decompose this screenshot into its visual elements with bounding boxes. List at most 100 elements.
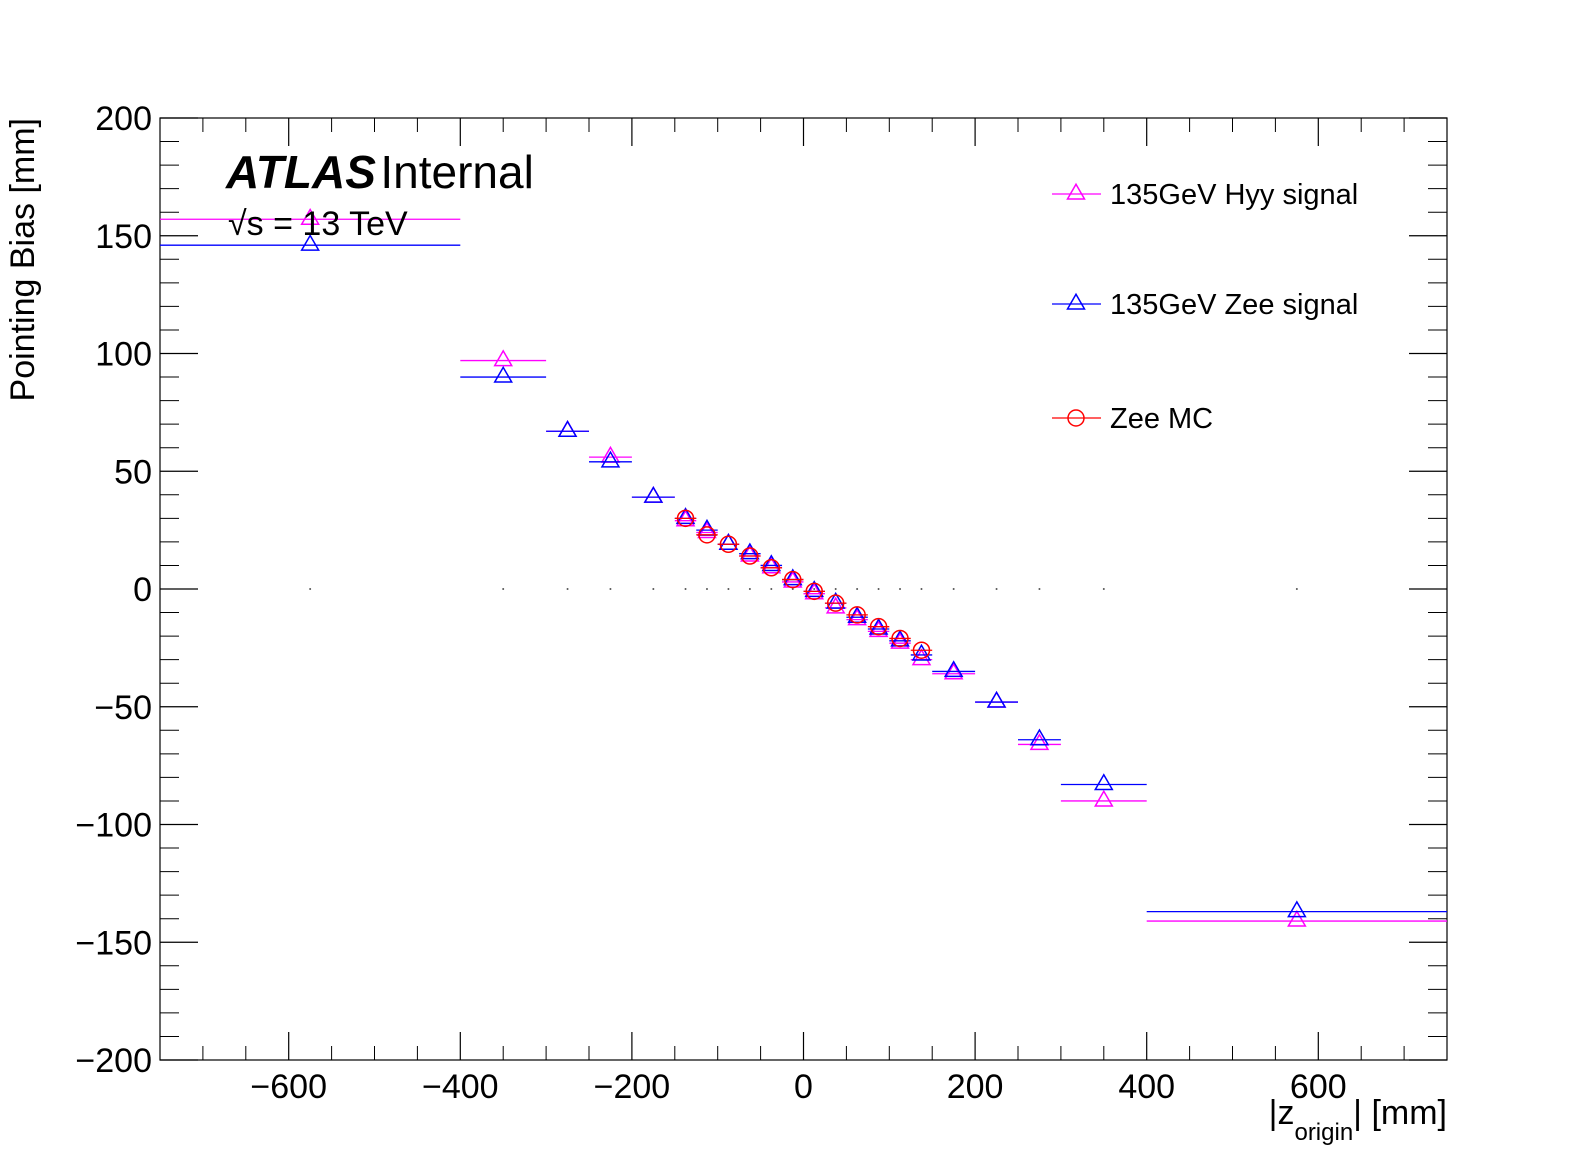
y-tick-label: 200 <box>95 100 152 138</box>
x-axis-title-suffix: | [mm] <box>1353 1094 1447 1132</box>
zero-reference-dot <box>995 588 998 590</box>
data-point <box>986 690 1007 708</box>
data-point <box>676 509 695 528</box>
zero-reference-dot <box>309 588 312 590</box>
y-tick-label: −150 <box>75 924 152 962</box>
zero-reference-dot <box>770 588 773 590</box>
x-tick-label: 600 <box>1290 1068 1347 1106</box>
zero-reference-dot <box>899 588 902 590</box>
data-point <box>300 233 320 251</box>
legend-marker <box>1066 292 1086 310</box>
zero-reference-dot <box>920 588 923 590</box>
data-point <box>825 591 846 609</box>
data-point <box>643 485 664 503</box>
data-point <box>911 643 932 661</box>
data-point <box>826 594 845 612</box>
data-point <box>740 542 760 560</box>
data-point <box>493 365 513 383</box>
energy-value: = 13 TeV <box>264 205 408 243</box>
x-tick-label: −600 <box>250 1068 327 1106</box>
data-point <box>600 450 621 468</box>
zero-reference-dot <box>791 588 794 590</box>
zero-reference-dot <box>684 588 687 590</box>
zero-reference-group <box>309 588 1298 590</box>
data-point <box>784 570 802 589</box>
series-zee-mc <box>674 509 933 659</box>
zero-reference-dot <box>748 588 751 590</box>
zero-reference-dot <box>813 588 816 590</box>
zero-reference-dot <box>566 588 569 590</box>
data-point <box>1094 773 1114 791</box>
data-point <box>675 507 696 525</box>
legend-label: 135GeV Hyy signal <box>1110 179 1358 211</box>
zero-reference-dot <box>834 588 837 590</box>
legend-marker <box>1067 409 1085 427</box>
data-point <box>804 580 825 598</box>
y-tick-label: 100 <box>95 336 152 374</box>
legend-label: Zee MC <box>1110 403 1213 435</box>
data-point <box>300 208 320 226</box>
plot-frame <box>159 117 1448 1061</box>
data-point <box>825 596 846 614</box>
data-point <box>1029 728 1050 746</box>
zero-reference-dot <box>609 588 612 590</box>
legend-marker <box>1066 182 1086 200</box>
zero-reference-dot <box>705 588 708 590</box>
x-tick-label: −400 <box>422 1068 499 1106</box>
x-tick-label: 400 <box>1118 1068 1175 1106</box>
zero-reference-dot <box>727 588 730 590</box>
data-point <box>557 419 578 437</box>
data-point <box>1287 909 1307 927</box>
data-point <box>643 485 664 503</box>
x-axis-title-prefix: |z <box>1269 1094 1295 1132</box>
atlas-label: ATLAS Internal <box>225 146 534 198</box>
legend-label: 135GeV Zee signal <box>1110 289 1358 321</box>
y-tick-label: −200 <box>75 1042 152 1080</box>
data-point <box>943 660 964 678</box>
data-point <box>1029 733 1050 751</box>
data-point <box>912 641 931 659</box>
x-tick-label: 0 <box>794 1068 813 1106</box>
zero-reference-dot <box>1038 588 1041 590</box>
data-point <box>719 535 738 554</box>
y-axis-title: Pointing Bias [mm] <box>4 118 42 401</box>
x-tick-label: 200 <box>947 1068 1004 1106</box>
y-tick-label: −50 <box>94 689 152 727</box>
x-axis-title-subscript: origin <box>1294 1119 1353 1146</box>
data-point <box>698 526 716 544</box>
x-axis-title: |zorigin| [mm] <box>1269 1094 1447 1146</box>
zero-reference-dot <box>652 588 655 590</box>
y-tick-label: 0 <box>133 571 152 609</box>
x-tick-label: −200 <box>594 1068 671 1106</box>
data-point <box>718 533 739 551</box>
axis-ticks-group: −600 −400 −200 0 200 400 600 −200 −150 −100 −50 0 50… <box>75 100 1448 1106</box>
data-point <box>761 554 782 572</box>
series-135gev-zee-signal <box>160 233 1447 918</box>
data-point <box>805 582 823 601</box>
zero-reference-dot <box>502 588 505 590</box>
plot-frame-group <box>159 117 1448 1061</box>
data-point <box>986 690 1007 708</box>
y-tick-label: 50 <box>114 453 152 491</box>
data-point <box>741 547 759 565</box>
y-tick-label: −100 <box>75 807 152 845</box>
y-tick-label: 150 <box>95 218 152 256</box>
energy-label: √s = 13 TeV <box>228 205 408 243</box>
data-point <box>1094 789 1114 807</box>
data-point <box>891 629 909 648</box>
zero-reference-dot <box>877 588 880 590</box>
zero-reference-dot <box>1295 588 1298 590</box>
atlas-text: ATLAS <box>225 146 376 198</box>
data-point <box>493 349 513 367</box>
data-point <box>600 445 621 463</box>
zero-reference-dot <box>856 588 859 590</box>
data-point <box>848 606 866 624</box>
energy-sqrt: √s <box>228 205 264 243</box>
data-point <box>762 559 781 577</box>
zero-reference-dot <box>1102 588 1105 590</box>
data-point <box>911 648 932 666</box>
data-point <box>1287 900 1307 918</box>
zero-reference-dot <box>952 588 955 590</box>
series-group <box>160 208 1447 927</box>
